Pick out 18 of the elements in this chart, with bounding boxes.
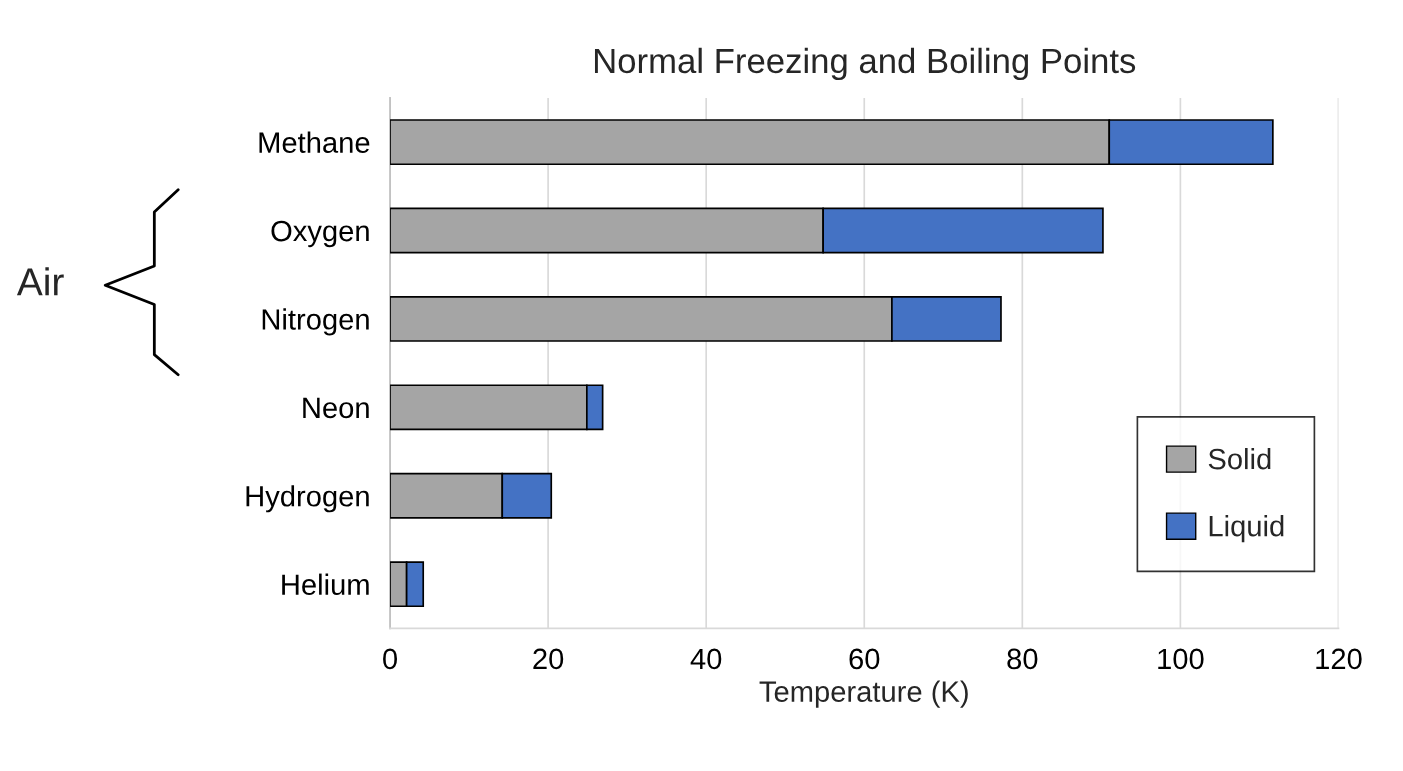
y-tick-label: Neon (303, 397, 369, 419)
legend-label: Solid (1208, 447, 1271, 470)
text: Air (16, 267, 64, 296)
y-tick-label: Nitrogen (262, 308, 369, 336)
x-tick-label: 120 (1316, 648, 1362, 670)
chart-title: Normal Freezing and Boiling Points (594, 47, 1136, 81)
x-tick-label: 100 (1158, 648, 1204, 670)
x-axis-title: Temperature (K) (759, 680, 968, 708)
x-tick-label: 80 (1007, 648, 1038, 670)
y-tick-label: Hydrogen (246, 485, 369, 513)
x-tick-label: 0 (383, 648, 397, 670)
x-tick-label: 40 (690, 648, 722, 670)
y-tick-label: Oxygen (271, 220, 369, 248)
legend-label: Liquid (1209, 514, 1284, 543)
x-tick-label: 60 (849, 648, 880, 670)
y-tick-label: Methane (259, 131, 370, 153)
x-tick-label: 20 (533, 648, 564, 670)
y-tick-label: Helium (282, 573, 369, 596)
